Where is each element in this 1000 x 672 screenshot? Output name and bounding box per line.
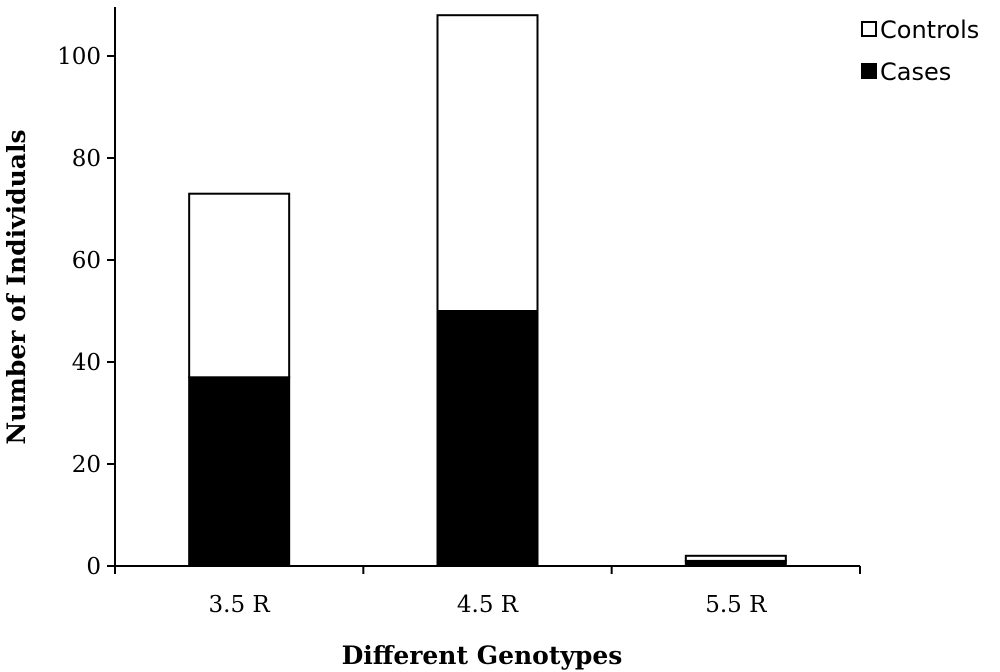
bar-controls	[188, 192, 291, 379]
x-axis-title: Different Genotypes	[342, 641, 623, 670]
y-tick-label: 0	[86, 554, 101, 580]
bar-controls	[684, 554, 787, 562]
y-ticks: 0 20 40 60 80 100	[57, 44, 115, 580]
x-ticks: 3.5 R 4.5 R 5.5 R	[114, 566, 861, 618]
y-tick-label: 80	[72, 146, 101, 172]
legend-swatch-cases	[861, 63, 877, 79]
x-tick-label: 5.5 R	[705, 592, 767, 618]
bar-controls	[436, 14, 539, 312]
bars-layer	[188, 14, 787, 568]
y-axis-title: Number of Individuals	[2, 129, 31, 444]
legend-label-controls: Controls	[880, 16, 979, 44]
legend-swatch-controls	[861, 21, 877, 37]
legend-label-cases: Cases	[880, 58, 951, 86]
axes-layer	[114, 7, 860, 567]
y-tick-label: 100	[57, 44, 101, 70]
bar-cases	[436, 310, 539, 567]
x-tick-label: 3.5 R	[209, 592, 271, 618]
y-tick-label: 60	[72, 248, 101, 274]
x-tick-label: 4.5 R	[457, 592, 519, 618]
legend: Controls Cases	[861, 16, 979, 86]
y-tick-label: 20	[72, 452, 101, 478]
bar-cases	[188, 376, 291, 567]
y-tick-label: 40	[72, 350, 101, 376]
